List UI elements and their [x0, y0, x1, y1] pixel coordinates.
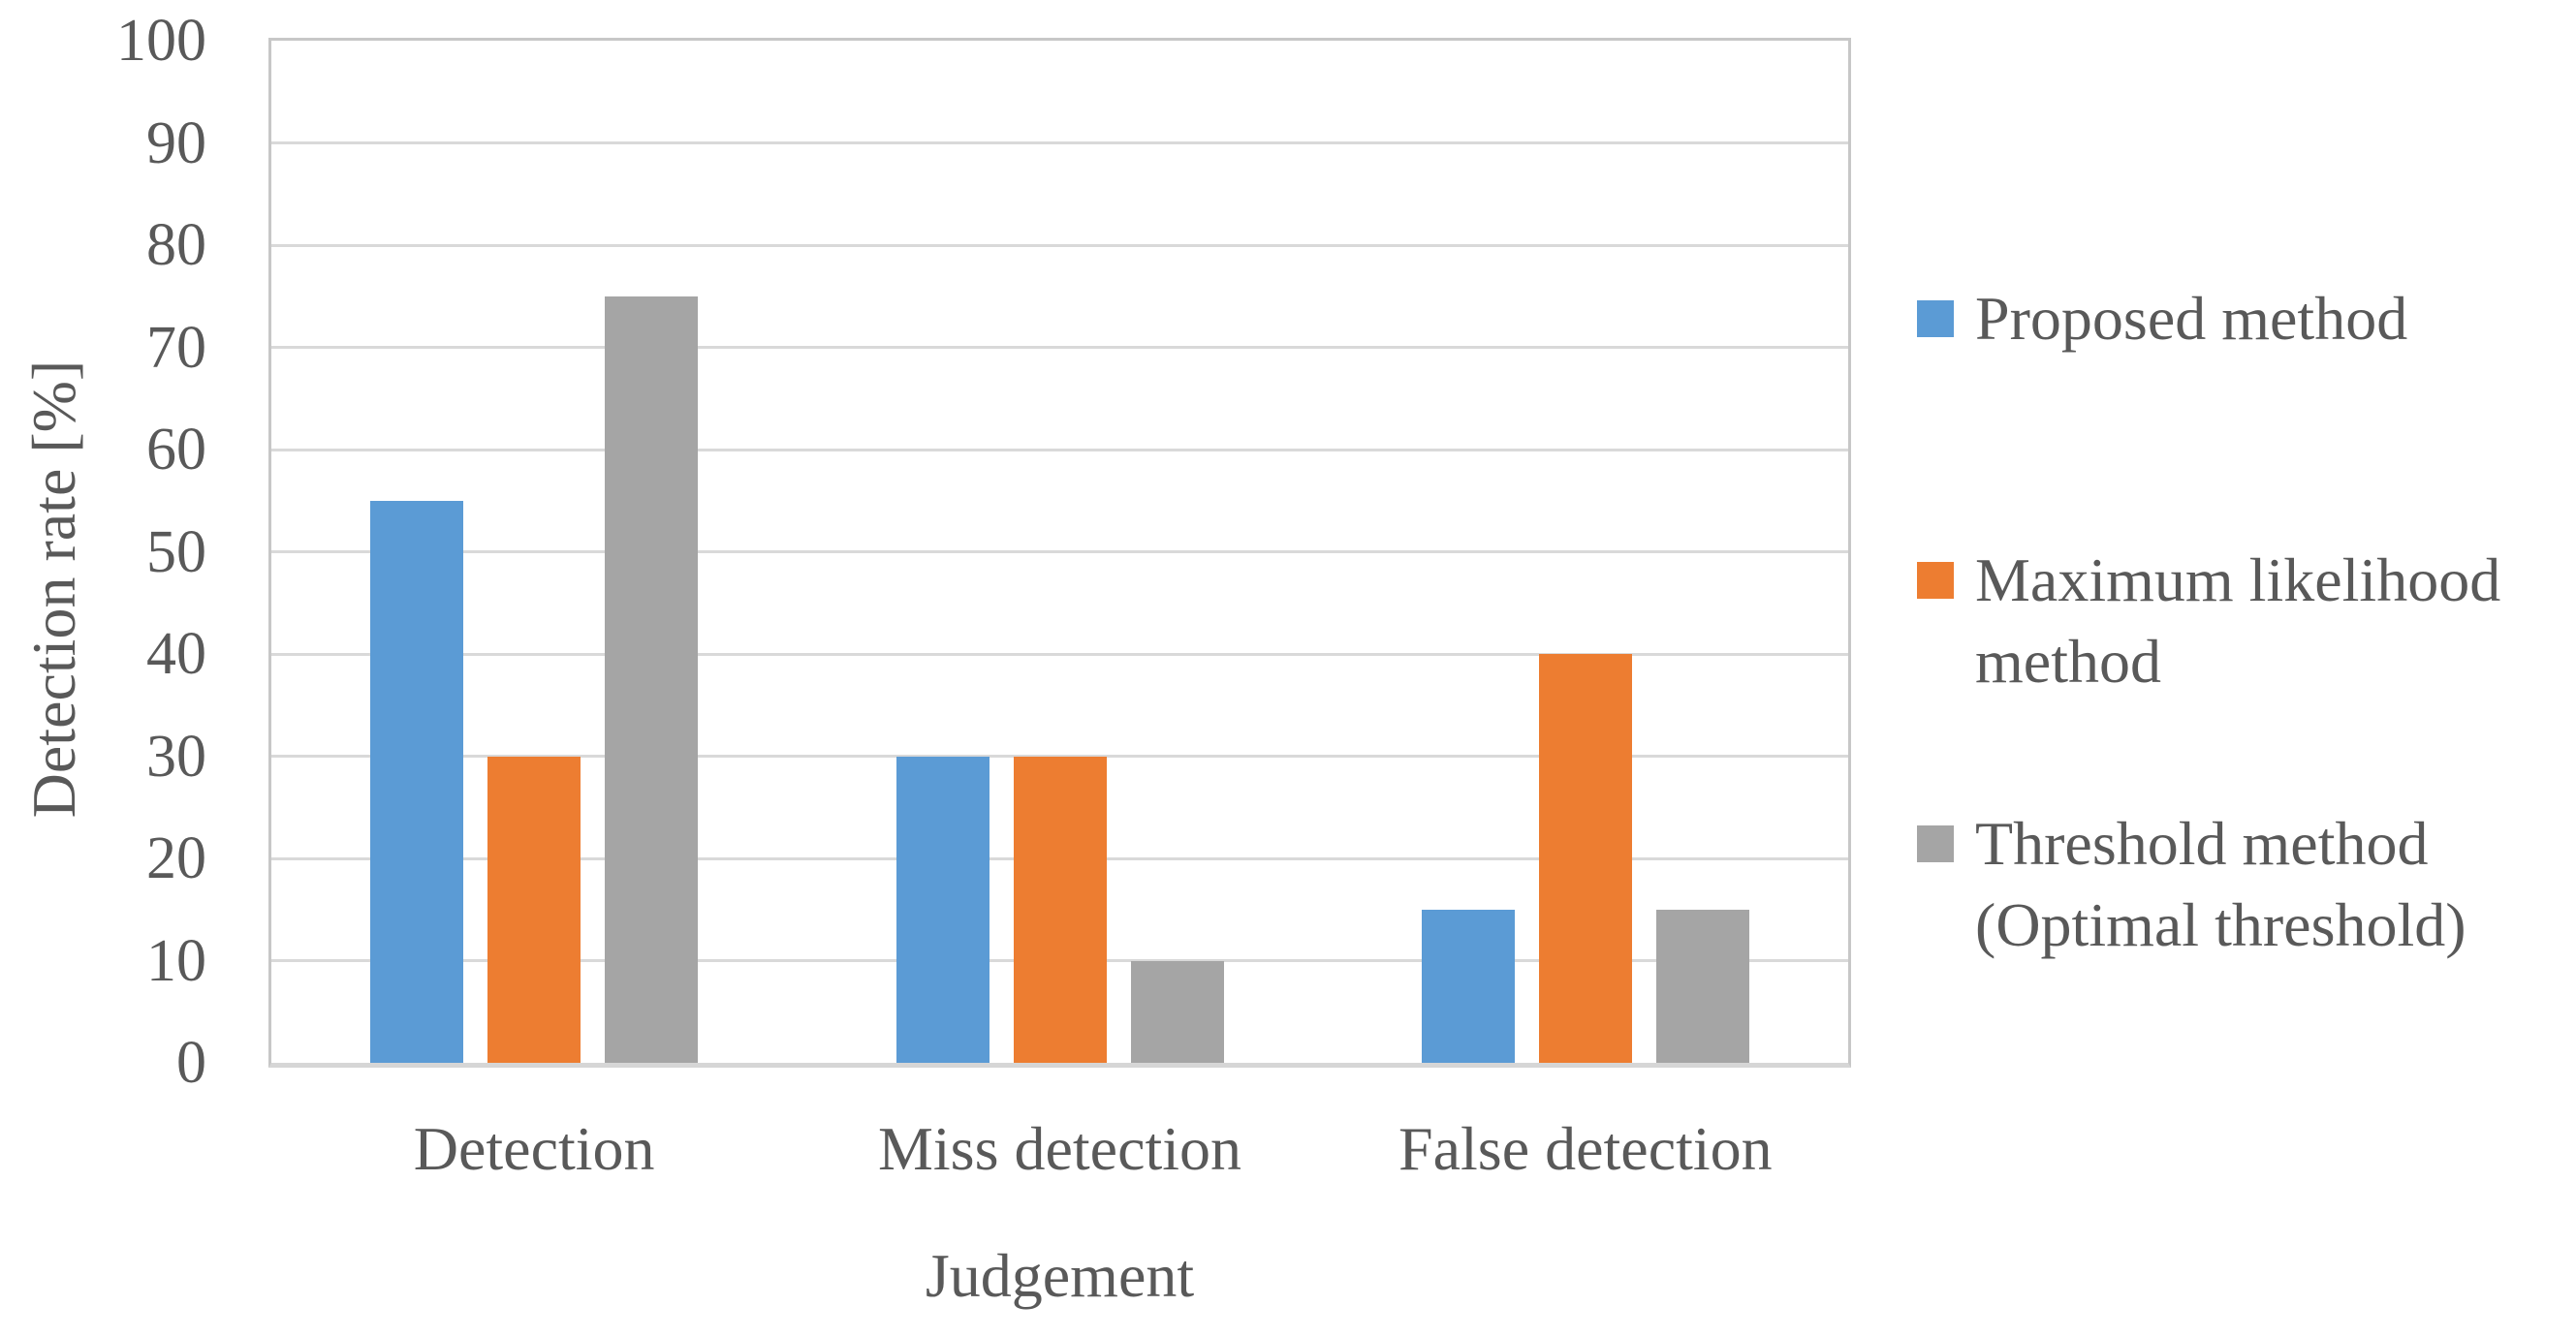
bar-maximum-likelihood-method-detection	[487, 756, 581, 1063]
bar-maximum-likelihood-method-false-detection	[1538, 654, 1632, 1063]
gridline-50	[271, 550, 1848, 553]
gridline-90	[271, 141, 1848, 144]
y-tick-label-40: 40	[146, 621, 206, 687]
bar-proposed-method-false-detection	[1421, 909, 1515, 1063]
legend-swatch-threshold-method-optimal-threshold	[1917, 825, 1954, 862]
x-axis-title: Judgement	[925, 1241, 1195, 1310]
y-tick-label-30: 30	[146, 723, 206, 790]
gridline-40	[271, 652, 1848, 656]
y-tick-label-10: 10	[146, 927, 206, 994]
y-tick-label-80: 80	[146, 212, 206, 278]
bar-proposed-method-detection	[370, 500, 464, 1063]
y-tick-label-60: 60	[146, 417, 206, 482]
x-tick-label-miss-detection: Miss detection	[877, 1114, 1242, 1183]
x-tick-label-detection: Detection	[413, 1114, 655, 1183]
gridline-60	[271, 448, 1848, 451]
bar-proposed-method-miss-detection	[895, 756, 990, 1063]
gridline-80	[271, 243, 1848, 247]
legend-label-proposed-method: Proposed method	[1975, 284, 2408, 353]
gridline-70	[271, 346, 1848, 349]
bar-threshold-method-optimal-threshold-detection	[605, 295, 699, 1063]
plot-area	[268, 38, 1851, 1068]
y-tick-label-50: 50	[146, 518, 206, 585]
y-tick-label-20: 20	[146, 825, 206, 891]
y-tick-label-100: 100	[116, 8, 206, 74]
legend-entry-maximum-likelihood-method: Maximum likelihood method	[1917, 540, 2500, 702]
legend-label-threshold-method-optimal-threshold: Threshold method (Optimal threshold)	[1975, 809, 2466, 959]
y-tick-label-90: 90	[146, 109, 206, 176]
legend-swatch-proposed-method	[1917, 300, 1954, 337]
y-tick-label-70: 70	[146, 314, 206, 381]
legend-entry-proposed-method: Proposed method	[1917, 278, 2407, 359]
y-tick-label-0: 0	[176, 1030, 206, 1096]
legend-entry-threshold-method-optimal-threshold: Threshold method (Optimal threshold)	[1917, 803, 2466, 966]
bar-threshold-method-optimal-threshold-miss-detection	[1130, 960, 1224, 1063]
legend-label-maximum-likelihood-method: Maximum likelihood method	[1975, 545, 2501, 696]
plot-inner	[271, 41, 1848, 1063]
x-tick-label-false-detection: False detection	[1398, 1114, 1773, 1183]
bar-maximum-likelihood-method-miss-detection	[1013, 756, 1107, 1063]
bar-threshold-method-optimal-threshold-false-detection	[1655, 909, 1749, 1063]
legend-swatch-maximum-likelihood-method	[1917, 562, 1954, 599]
